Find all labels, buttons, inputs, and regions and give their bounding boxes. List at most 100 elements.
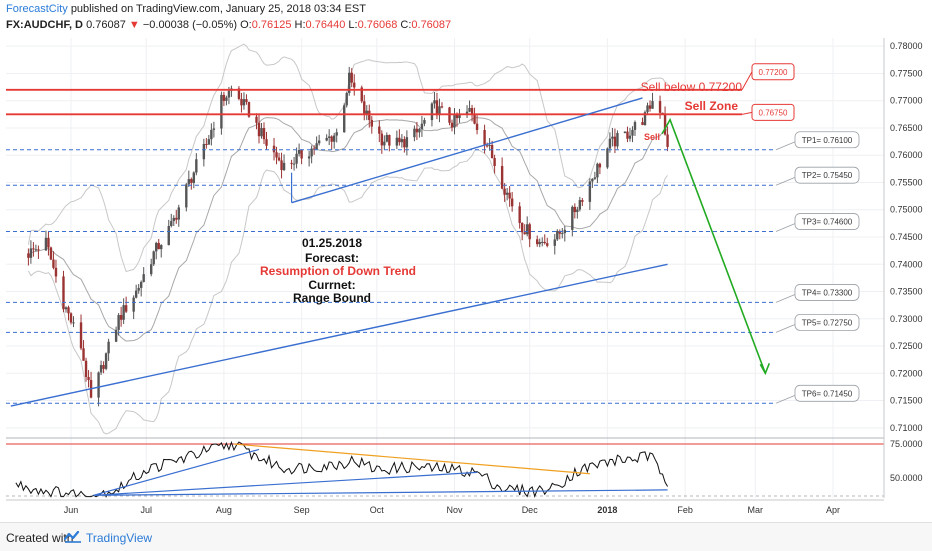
publish-line: ForecastCity published on TradingView.co… xyxy=(6,3,366,15)
y-tick-label: 0.72000 xyxy=(890,368,923,378)
x-tick-label: Apr xyxy=(826,505,840,515)
current-label: Currnet: xyxy=(308,278,355,292)
bollinger-bands xyxy=(27,43,668,435)
candle-body xyxy=(317,140,321,144)
candle-body xyxy=(132,297,135,312)
brand-link[interactable]: ForecastCity xyxy=(6,3,68,15)
candle-body xyxy=(152,251,155,265)
forecast-arrowhead xyxy=(759,363,771,376)
down-arrow-icon: ▼ xyxy=(128,19,140,31)
candle-body xyxy=(405,137,409,148)
candle-body xyxy=(312,148,316,150)
candle-body xyxy=(280,160,283,171)
candle-body xyxy=(606,148,609,168)
forecast-arrow xyxy=(661,117,767,374)
x-tick-label: Sep xyxy=(294,505,310,515)
x-tick-label: Dec xyxy=(522,505,539,515)
candle-body xyxy=(573,206,577,213)
low-label: L: xyxy=(348,19,358,31)
close-label: C: xyxy=(400,19,412,31)
candle-body xyxy=(220,94,223,129)
candle-body xyxy=(327,136,331,138)
candle-body xyxy=(237,88,241,99)
candle-body xyxy=(222,94,226,101)
candle-body xyxy=(172,217,175,222)
candle-body xyxy=(561,233,564,235)
osc-trendline-1 xyxy=(93,448,260,496)
osc-trendline-4 xyxy=(233,443,590,475)
candle-body xyxy=(430,103,434,121)
x-tick-label: Oct xyxy=(370,505,385,515)
candle-body xyxy=(631,129,634,136)
candle-body xyxy=(488,145,491,147)
candle-body xyxy=(500,166,504,189)
candle-body xyxy=(503,188,506,195)
candle-body xyxy=(300,149,303,159)
candle-body xyxy=(245,99,248,103)
candle-body xyxy=(558,231,561,234)
candle-body xyxy=(626,131,629,139)
tradingview-link[interactable]: TradingView xyxy=(86,531,153,545)
candle-body xyxy=(528,224,531,240)
levels: 0.77200 0.76750 TP1= 0.76100 TP2= 0.75450 TP… xyxy=(6,63,860,404)
candle-body xyxy=(458,114,461,119)
candle-body xyxy=(383,141,386,146)
candle-body xyxy=(212,128,216,130)
footer: Created with TradingView xyxy=(0,522,932,551)
candle-body xyxy=(490,145,494,159)
candle-body xyxy=(468,107,471,112)
candle-body xyxy=(167,225,170,246)
candle-body xyxy=(54,267,58,277)
candle-body xyxy=(483,129,486,146)
candle-body xyxy=(69,313,73,323)
lower-band xyxy=(27,148,668,435)
candle-body xyxy=(348,72,351,94)
candle-body xyxy=(292,163,296,165)
candle-body xyxy=(363,101,366,114)
tp2-label-box xyxy=(794,166,860,184)
candle-body xyxy=(508,192,511,199)
annotations: Sell below 0.77200 Sell Zone Sell 01.25.201… xyxy=(260,80,742,305)
sell-zone-pointer xyxy=(741,111,753,115)
candle-body xyxy=(553,239,556,246)
sell-zone-label: 0.76750 xyxy=(759,108,788,117)
forecast-value: Resumption of Down Trend xyxy=(260,264,416,278)
candle-body xyxy=(297,149,301,154)
osc-trendline-3 xyxy=(93,489,668,496)
candle-body xyxy=(613,136,617,147)
candle-body xyxy=(170,221,173,226)
tradingview-logo-icon[interactable] xyxy=(64,530,82,544)
candle-body xyxy=(79,322,83,349)
candle-body xyxy=(139,281,143,288)
candle-body xyxy=(493,158,496,167)
candle-body xyxy=(378,126,381,134)
tp1-label-box xyxy=(794,131,860,149)
middle-band xyxy=(27,117,668,342)
oscillator-line xyxy=(15,440,668,498)
price-chart[interactable]: 0.77200 0.76750 TP1= 0.76100 TP2= 0.75450 TP… xyxy=(0,36,932,522)
candle-body xyxy=(345,93,348,106)
candle-body xyxy=(628,135,632,139)
candle-body xyxy=(588,181,592,202)
published-text: published on TradingView.com, January 25… xyxy=(70,3,366,15)
tp3-label: TP3= 0.74600 xyxy=(802,218,853,227)
candle-body xyxy=(64,307,68,310)
candle-body xyxy=(87,377,90,381)
candle-body xyxy=(242,99,246,106)
price-change: −0.00038 (−0.05%) xyxy=(142,19,238,31)
candle-body xyxy=(190,179,193,183)
candle-body xyxy=(107,341,110,354)
candle-body xyxy=(420,123,424,129)
candle-body xyxy=(137,287,140,291)
candle-body xyxy=(343,105,346,133)
osc-y-tick-label: 50.0000 xyxy=(890,473,923,483)
close-value: 0.76087 xyxy=(411,19,452,31)
candle-body xyxy=(370,119,373,127)
y-tick-label: 0.75000 xyxy=(890,205,923,215)
candle-body xyxy=(44,237,48,251)
candle-body xyxy=(175,217,178,220)
sell-below-pointer xyxy=(741,71,753,91)
candle-body xyxy=(67,307,70,314)
candle-body xyxy=(177,207,180,220)
y-tick-label: 0.71000 xyxy=(890,423,923,433)
